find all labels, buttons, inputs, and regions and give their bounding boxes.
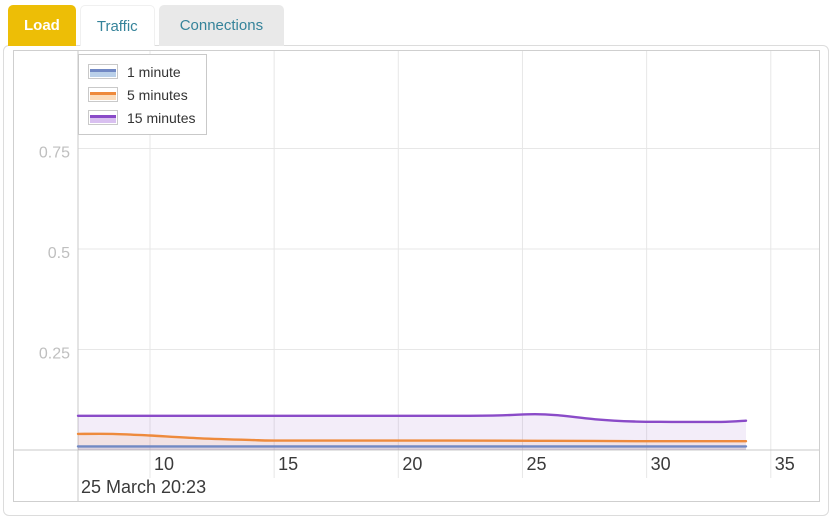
legend-item: 15 minutes	[88, 106, 195, 129]
series-line-5-minutes	[76, 432, 748, 443]
legend-label: 1 minute	[127, 63, 181, 80]
x-tick-label: 10	[154, 454, 174, 474]
load-chart: 0.25 0.5 0.75 10 15 20 25 30 35 25 March 20:23	[14, 51, 819, 501]
x-tick-label: 35	[775, 454, 795, 474]
y-tick-label: 0.5	[48, 245, 70, 262]
series-line-15-minutes	[76, 413, 748, 424]
chart-container: 0.25 0.5 0.75 10 15 20 25 30 35 25 March 20:23 1 …	[13, 50, 820, 502]
legend-swatch	[88, 110, 118, 125]
legend-swatch-line	[90, 115, 116, 118]
x-tick-label: 20	[402, 454, 422, 474]
tab-connections[interactable]: Connections	[158, 5, 285, 46]
legend-item: 5 minutes	[88, 83, 195, 106]
legend-swatch-fill	[90, 72, 116, 77]
y-tick-label: 0.75	[39, 145, 70, 162]
tab-bar: Load Traffic Connections	[8, 5, 285, 46]
legend-swatch-line	[90, 69, 116, 72]
chart-caption: 25 March 20:23	[81, 477, 206, 497]
x-tick-label: 15	[278, 454, 298, 474]
legend-swatch-fill	[90, 95, 116, 100]
legend-swatch-fill	[90, 118, 116, 123]
legend-swatch-line	[90, 92, 116, 95]
legend-label: 5 minutes	[127, 86, 188, 103]
chart-legend: 1 minute 5 minutes 15 minutes	[78, 54, 208, 135]
legend-item: 1 minute	[88, 60, 195, 83]
y-tick-label: 0.25	[39, 346, 70, 363]
x-tick-label: 25	[526, 454, 546, 474]
x-tick-label: 30	[651, 454, 671, 474]
legend-label: 15 minutes	[127, 109, 196, 126]
tab-load[interactable]: Load	[8, 5, 76, 46]
chart-card: 0.25 0.5 0.75 10 15 20 25 30 35 25 March 20:23 1 …	[3, 45, 829, 516]
tab-traffic[interactable]: Traffic	[79, 5, 155, 46]
legend-swatch	[88, 87, 118, 102]
legend-swatch	[88, 64, 118, 79]
